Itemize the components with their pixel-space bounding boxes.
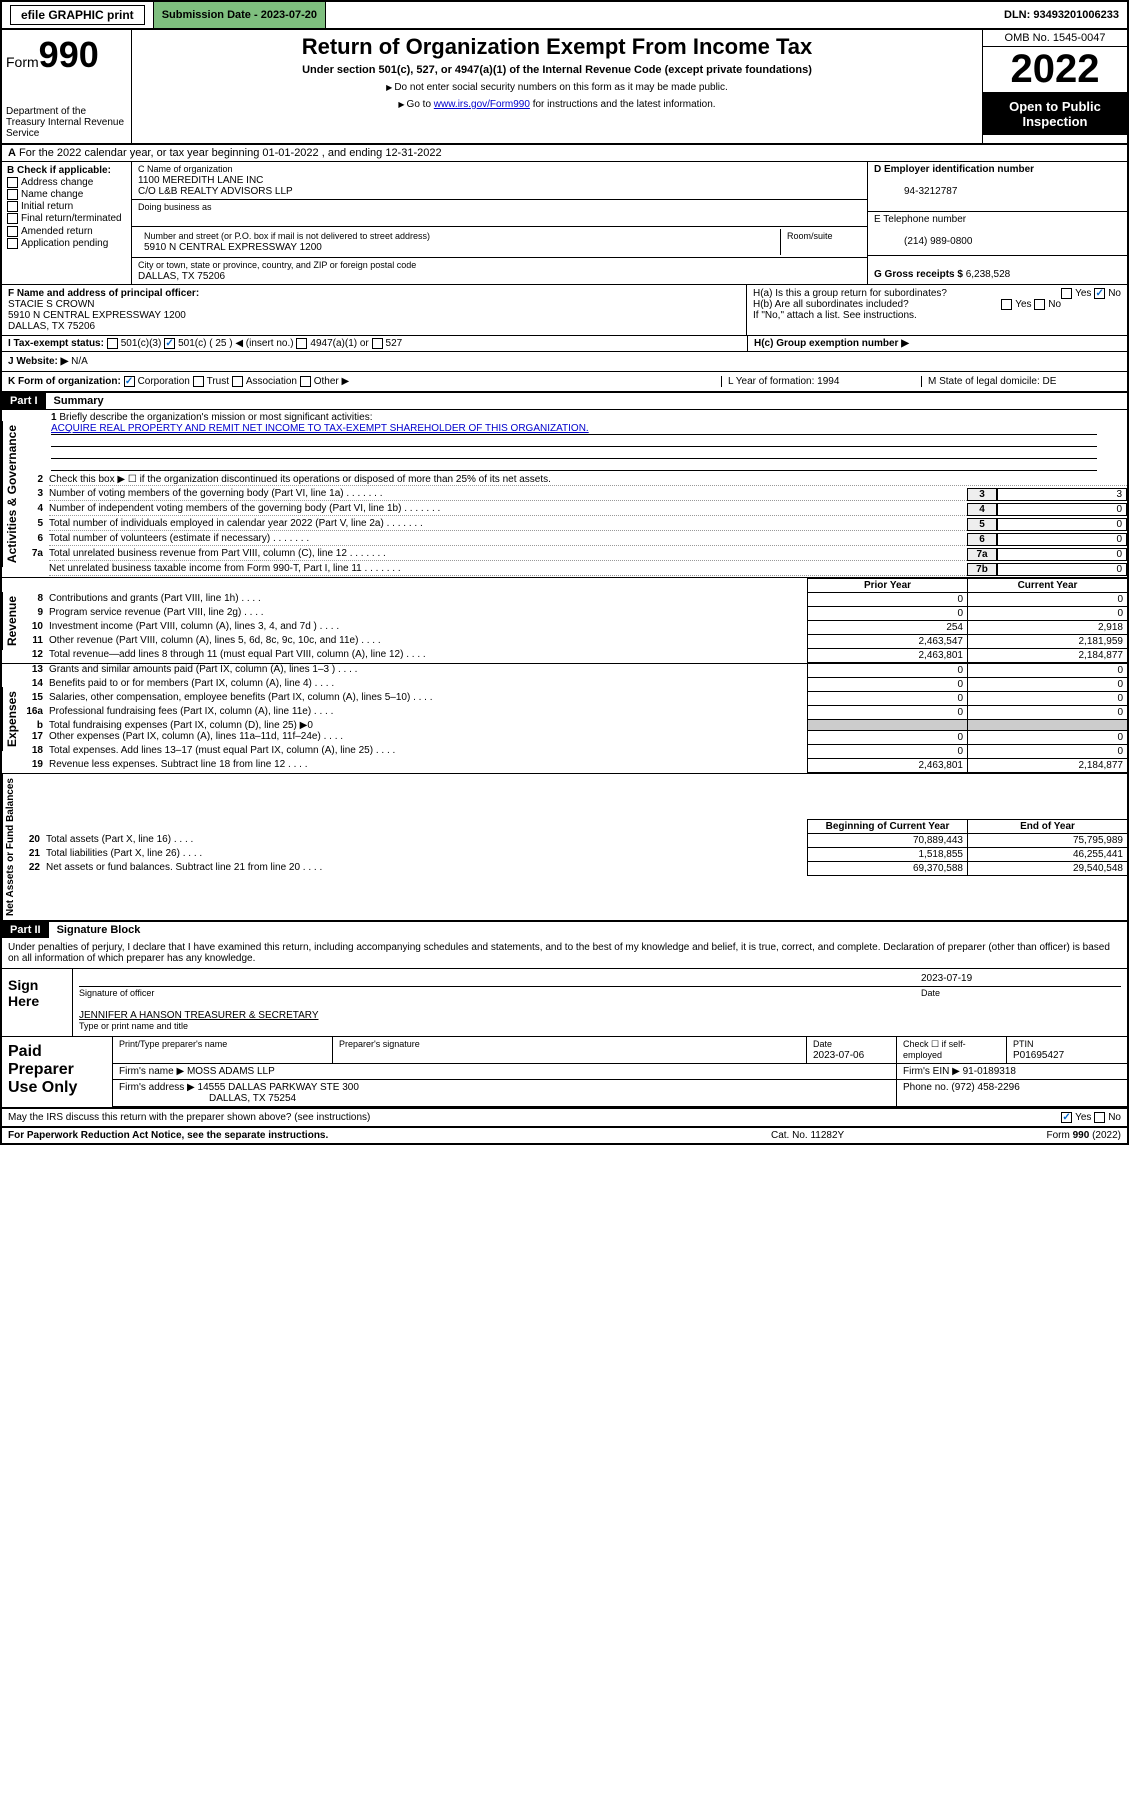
form-number: 990 bbox=[39, 34, 99, 75]
vlabel-gov: Activities & Governance bbox=[2, 421, 21, 567]
address: Number and street (or P.O. box if mail i… bbox=[132, 227, 867, 258]
dba: Doing business as bbox=[132, 200, 867, 227]
gov-line-3: 3Number of voting members of the governi… bbox=[21, 487, 1127, 502]
line-9: 9Program service revenue (Part VIII, lin… bbox=[21, 607, 1127, 621]
gov-line-7a: 7aTotal unrelated business revenue from … bbox=[21, 547, 1127, 562]
efile-button[interactable]: efile GRAPHIC print bbox=[10, 5, 145, 25]
org-name: C Name of organization 1100 MEREDITH LAN… bbox=[132, 162, 867, 200]
section-h: H(a) Is this a group return for subordin… bbox=[747, 285, 1127, 335]
line-11: 11Other revenue (Part VIII, column (A), … bbox=[21, 635, 1127, 649]
officer-name: JENNIFER A HANSON TREASURER & SECRETARY bbox=[79, 1010, 1121, 1021]
submission-date: Submission Date - 2023-07-20 bbox=[154, 2, 326, 28]
line-19: 19Revenue less expenses. Subtract line 1… bbox=[21, 759, 1127, 773]
gov-line-6: 6Total number of volunteers (estimate if… bbox=[21, 532, 1127, 547]
vlabel-rev: Revenue bbox=[2, 592, 21, 650]
line-21: 21Total liabilities (Part X, line 26) . … bbox=[18, 848, 1127, 862]
line-13: 13Grants and similar amounts paid (Part … bbox=[21, 664, 1127, 678]
line-12: 12Total revenue—add lines 8 through 11 (… bbox=[21, 649, 1127, 663]
part1-hdr: Part I bbox=[2, 393, 46, 409]
gross-receipts: G Gross receipts $ 6,238,528 bbox=[868, 256, 1127, 282]
section-b: B Check if applicable: Address change Na… bbox=[2, 162, 132, 284]
hc: H(c) Group exemption number ▶ bbox=[747, 336, 1127, 351]
line-1: 1 Briefly describe the organization's mi… bbox=[21, 410, 1127, 473]
paid-preparer: Paid Preparer Use Only bbox=[2, 1037, 112, 1107]
line-10: 10Investment income (Part VIII, column (… bbox=[21, 621, 1127, 635]
omb: OMB No. 1545-0047 bbox=[983, 30, 1127, 47]
ein: D Employer identification number94-32127… bbox=[868, 162, 1127, 212]
dln: DLN: 93493201006233 bbox=[996, 2, 1127, 28]
part1-title: Summary bbox=[46, 393, 112, 409]
website: J Website: ▶ N/A bbox=[2, 352, 1127, 372]
note-ssn: Do not enter social security numbers on … bbox=[140, 82, 974, 93]
line-16a: 16aProfessional fundraising fees (Part I… bbox=[21, 706, 1127, 720]
line-18: 18Total expenses. Add lines 13–17 (must … bbox=[21, 745, 1127, 759]
line-20: 20Total assets (Part X, line 16) . . . .… bbox=[18, 834, 1127, 848]
inspection-badge: Open to Public Inspection bbox=[983, 93, 1127, 135]
line-b: bTotal fundraising expenses (Part IX, co… bbox=[21, 720, 1127, 731]
gov-line-5: 5Total number of individuals employed in… bbox=[21, 517, 1127, 532]
line-8: 8Contributions and grants (Part VIII, li… bbox=[21, 593, 1127, 607]
sign-here: Sign Here bbox=[2, 969, 72, 1036]
gov-line-7b: Net unrelated business taxable income fr… bbox=[21, 562, 1127, 577]
line-15: 15Salaries, other compensation, employee… bbox=[21, 692, 1127, 706]
form-label: Form bbox=[6, 54, 39, 70]
line-17: 17Other expenses (Part IX, column (A), l… bbox=[21, 731, 1127, 745]
form-title: Return of Organization Exempt From Incom… bbox=[140, 34, 974, 60]
vlabel-net: Net Assets or Fund Balances bbox=[2, 774, 18, 920]
line-2: 2Check this box ▶ ☐ if the organization … bbox=[21, 473, 1127, 487]
part2-hdr: Part II bbox=[2, 922, 49, 938]
vlabel-exp: Expenses bbox=[2, 687, 21, 751]
form-subtitle: Under section 501(c), 527, or 4947(a)(1)… bbox=[140, 64, 974, 76]
section-f: F Name and address of principal officer:… bbox=[2, 285, 747, 335]
declaration: Under penalties of perjury, I declare th… bbox=[2, 938, 1127, 969]
line-22: 22Net assets or fund balances. Subtract … bbox=[18, 862, 1127, 876]
tax-exempt-status: I Tax-exempt status: 501(c)(3) 501(c) ( … bbox=[2, 336, 747, 351]
tax-year: 2022 bbox=[983, 47, 1127, 93]
may-discuss: May the IRS discuss this return with the… bbox=[2, 1109, 1127, 1128]
line-a: A For the 2022 calendar year, or tax yea… bbox=[2, 145, 1127, 162]
phone: E Telephone number(214) 989-0800 bbox=[868, 212, 1127, 256]
dept: Department of the Treasury Internal Reve… bbox=[6, 106, 127, 139]
k-row: K Form of organization: Corporation Trus… bbox=[2, 372, 1127, 393]
city: City or town, state or province, country… bbox=[132, 258, 867, 284]
line-14: 14Benefits paid to or for members (Part … bbox=[21, 678, 1127, 692]
irs-link[interactable]: www.irs.gov/Form990 bbox=[434, 99, 530, 110]
topbar: efile GRAPHIC print Submission Date - 20… bbox=[2, 2, 1127, 30]
footer: For Paperwork Reduction Act Notice, see … bbox=[2, 1128, 1127, 1143]
part2-title: Signature Block bbox=[49, 922, 149, 938]
form-header: Form990 Department of the Treasury Inter… bbox=[2, 30, 1127, 145]
gov-line-4: 4Number of independent voting members of… bbox=[21, 502, 1127, 517]
